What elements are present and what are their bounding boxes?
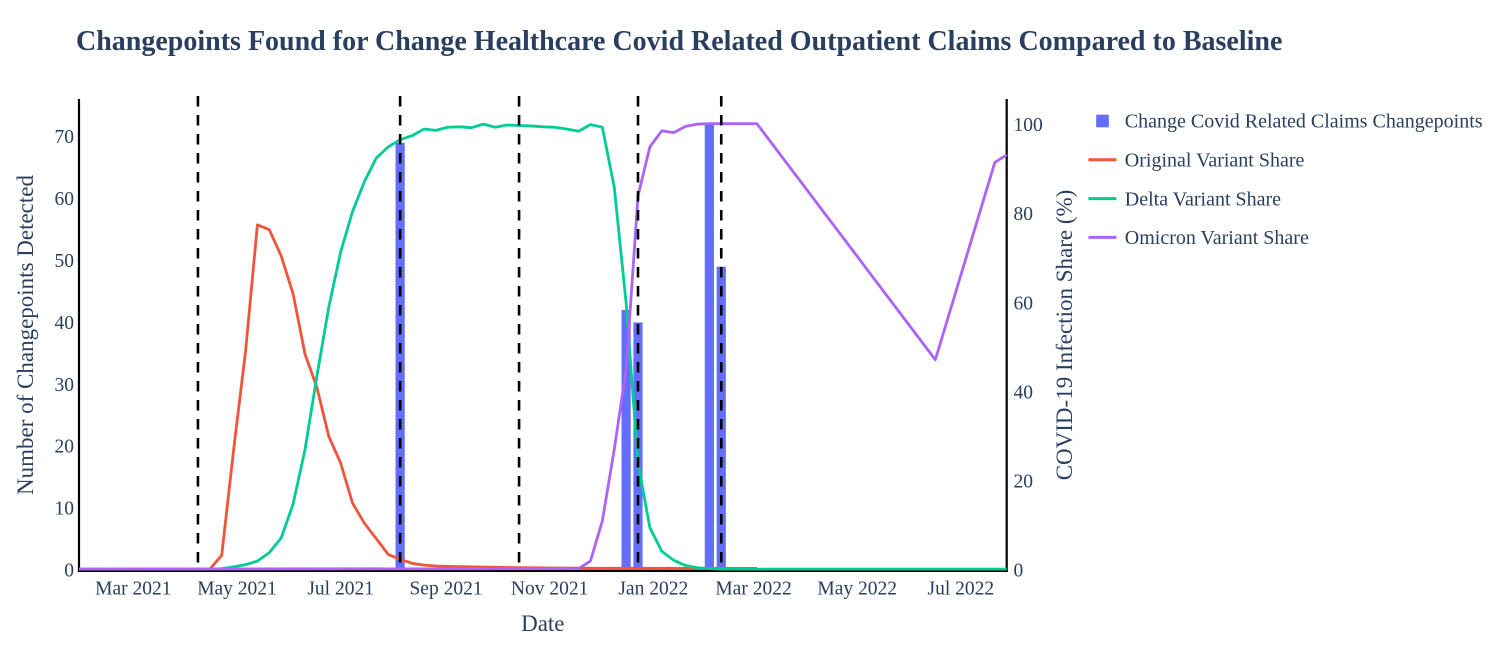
y-right-tick-label: 0: [1014, 561, 1024, 582]
x-tick-label: Mar 2022: [715, 579, 791, 600]
y-left-tick-label: 40: [55, 313, 75, 334]
legend-item[interactable]: Delta Variant Share: [1088, 188, 1281, 210]
y-left-tick-label: 60: [55, 189, 75, 210]
y-right-tick-label: 40: [1014, 382, 1034, 403]
y-left-axis-title: Number of Changepoints Detected: [13, 175, 38, 495]
legend-item-label: Change Covid Related Claims Changepoints: [1125, 111, 1483, 133]
legend-item[interactable]: Change Covid Related Claims Changepoints: [1096, 111, 1483, 133]
y-right-tick-label: 80: [1014, 204, 1034, 225]
x-tick-label: Jan 2022: [618, 579, 688, 600]
legend-item[interactable]: Original Variant Share: [1088, 150, 1305, 172]
y-left-tick-label: 10: [55, 499, 75, 520]
legend-item[interactable]: Omicron Variant Share: [1088, 227, 1309, 249]
changepoint-bar: [395, 142, 405, 570]
legend-square-marker: [1096, 114, 1109, 128]
y-right-tick-label: 60: [1014, 293, 1034, 314]
y-left-tick-label: 30: [55, 375, 75, 396]
x-tick-label: Jul 2022: [928, 579, 995, 600]
changepoint-bar: [704, 124, 714, 570]
legend-item-label: Original Variant Share: [1125, 150, 1305, 172]
lines-layer: [78, 122, 1008, 571]
bars-layer: [395, 124, 726, 570]
omicron-variant-share-line: [78, 122, 1008, 571]
x-tick-label: Mar 2021: [95, 579, 171, 600]
y-left-tick-label: 50: [55, 251, 75, 272]
legend-item-label: Omicron Variant Share: [1125, 227, 1309, 249]
x-tick-label: Nov 2021: [511, 579, 588, 600]
chart-title: Changepoints Found for Change Healthcare…: [76, 26, 1282, 57]
original-variant-share-line: [79, 223, 757, 571]
changepoint-vlines-layer: [196, 96, 723, 570]
delta-variant-share-line: [79, 122, 1007, 571]
y-right-tick-label: 20: [1014, 471, 1034, 492]
y-right-tick-label: 100: [1014, 115, 1043, 136]
x-axis-title: Date: [521, 611, 564, 636]
y-left-tick-label: 0: [64, 561, 74, 582]
legend: Change Covid Related Claims Changepoints…: [1088, 111, 1483, 249]
tick-labels-layer: Mar 2021 May 2021 Jul 2021 Sep 2021 Nov 2021…: [55, 115, 1043, 599]
changepoint-bar: [716, 266, 726, 570]
legend-item-label: Delta Variant Share: [1125, 188, 1281, 210]
changepoint-bar: [621, 310, 631, 570]
y-left-tick-label: 20: [55, 437, 75, 458]
y-left-tick-label: 70: [55, 127, 75, 148]
x-tick-label: Jul 2021: [307, 579, 374, 600]
x-tick-label: Sep 2021: [409, 579, 482, 600]
y-right-axis-title: COVID-19 Infection Share (%): [1052, 190, 1077, 481]
x-tick-label: May 2022: [817, 579, 897, 600]
x-tick-label: May 2021: [197, 579, 277, 600]
axes-layer: [77, 99, 1008, 573]
